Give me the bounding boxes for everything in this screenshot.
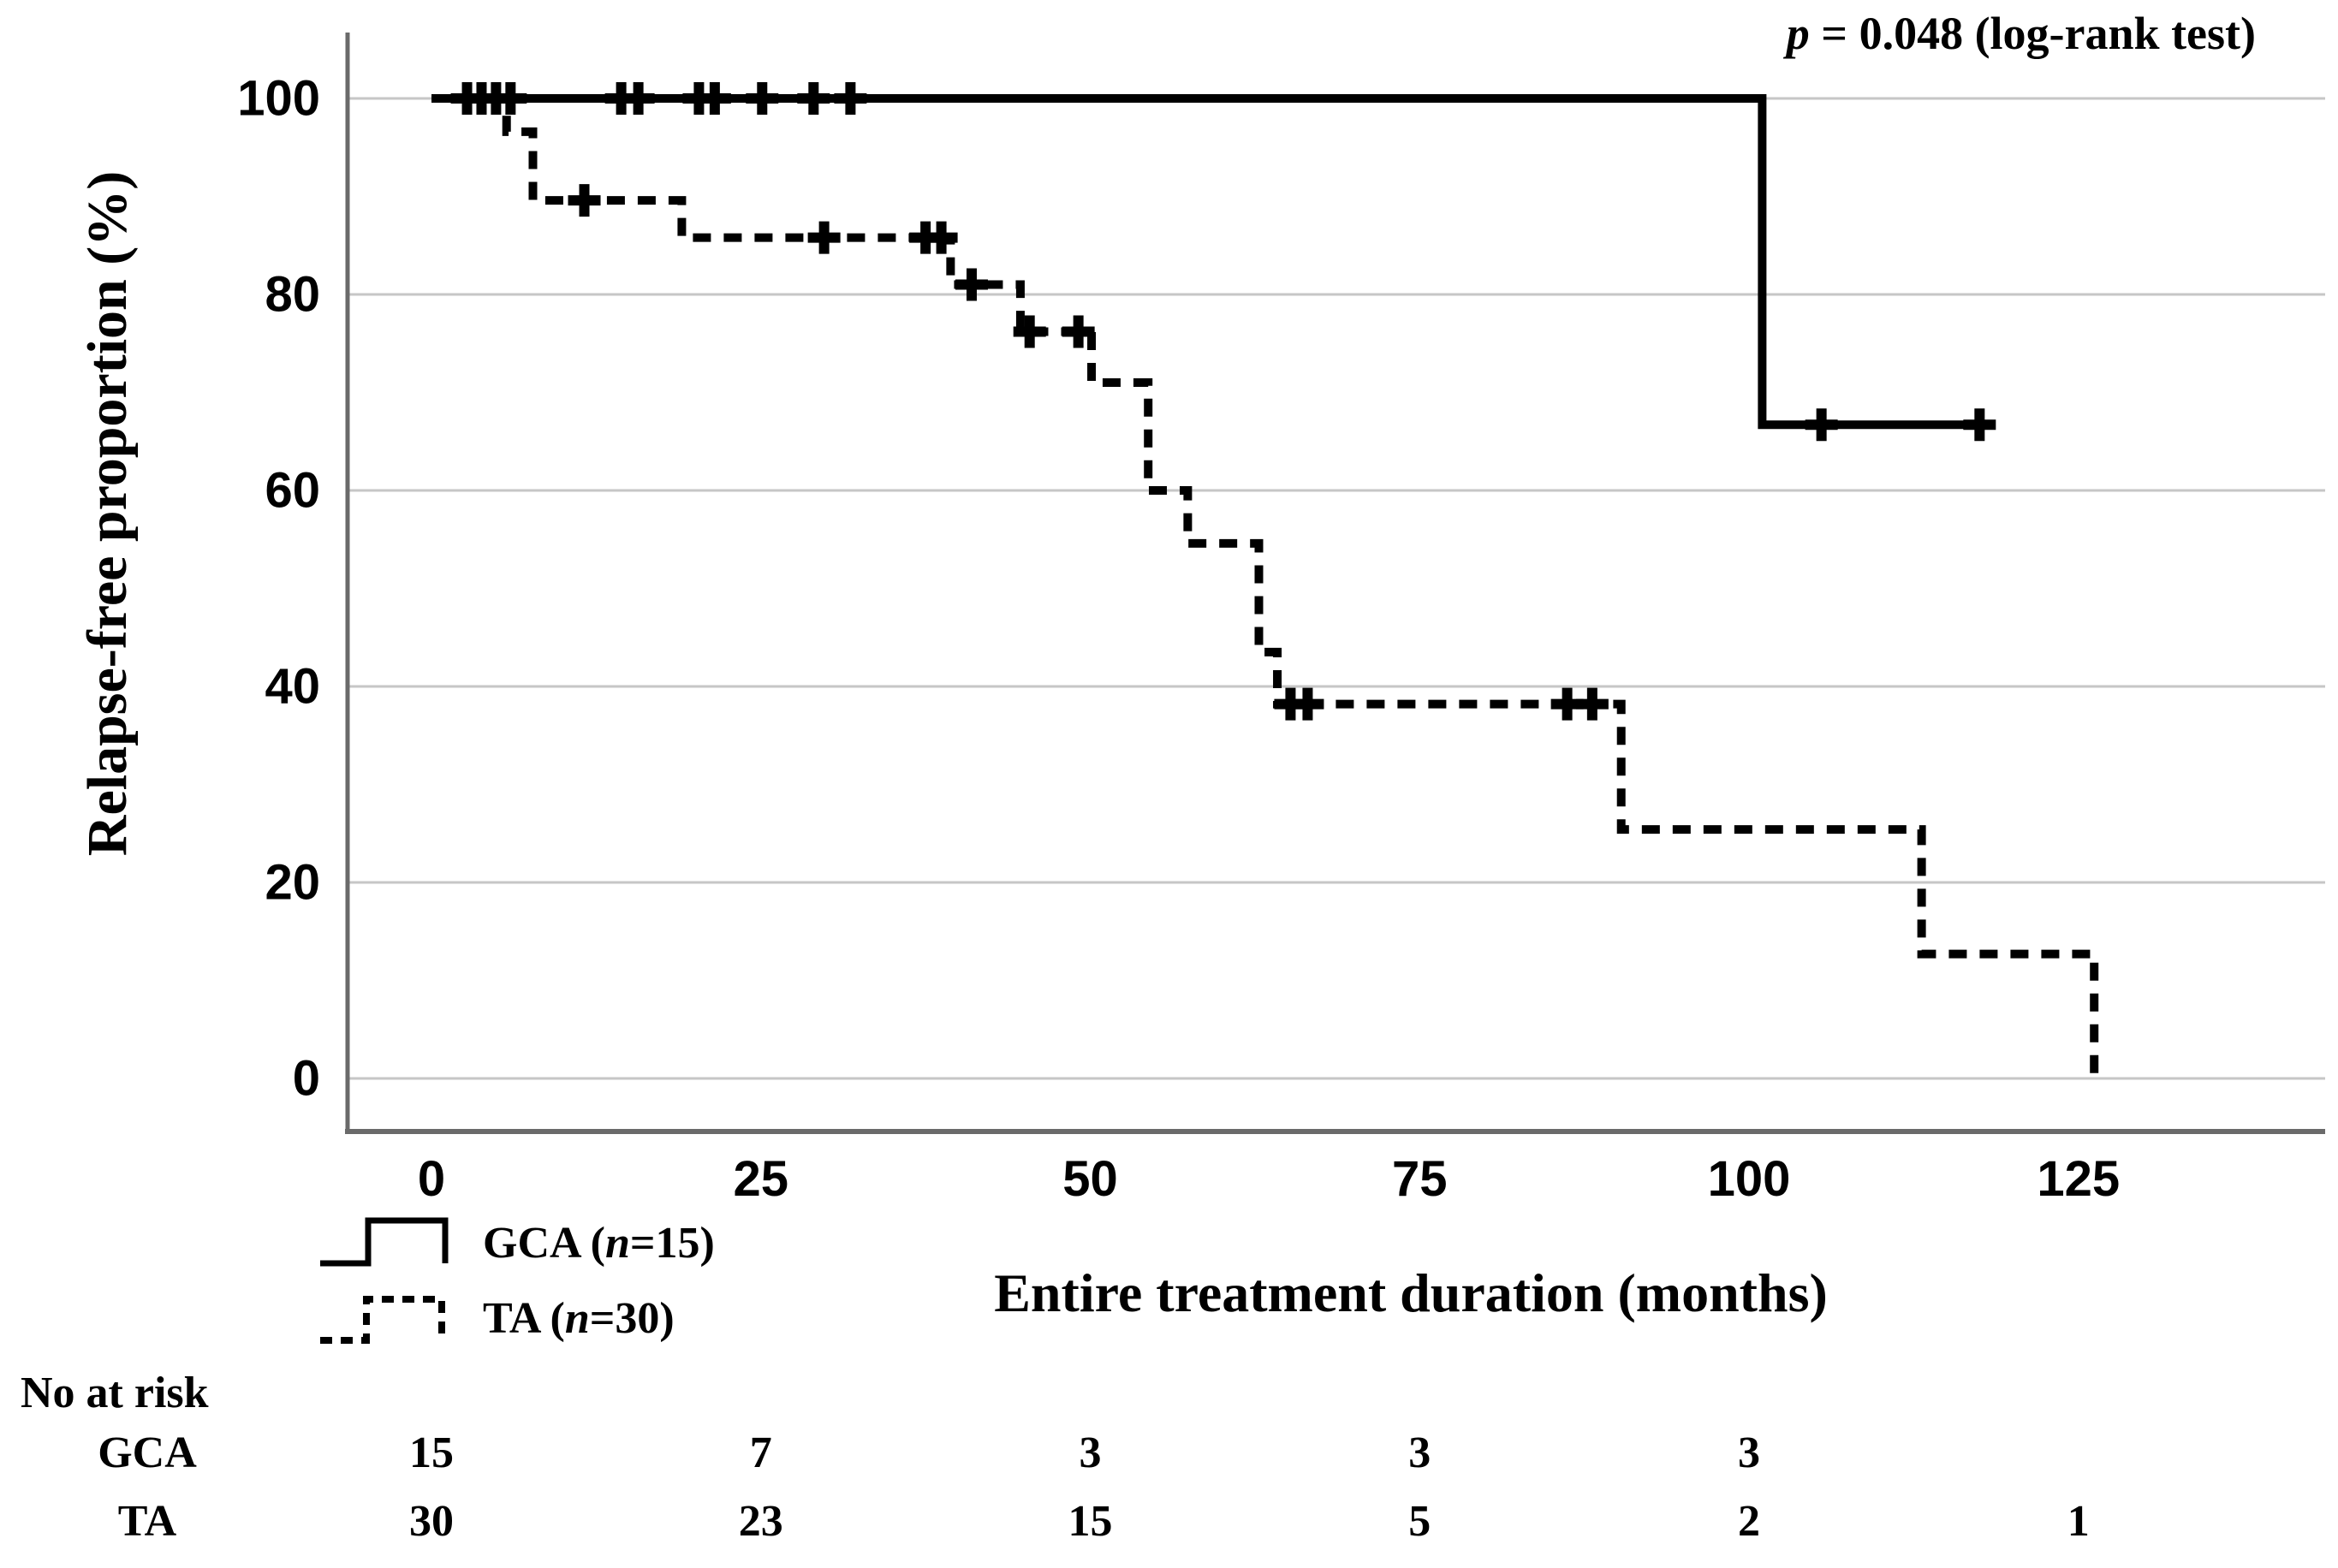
censor-mark-gca	[622, 82, 655, 115]
censor-mark-ta	[568, 184, 601, 217]
p-value-text: = 0.048 (log-rank test)	[1809, 8, 2256, 59]
curve-ta	[431, 94, 2099, 1078]
censor-mark-ta	[955, 268, 988, 301]
p-value-annotation: p = 0.048 (log-rank test)	[1787, 7, 2256, 60]
legend: GCA (n=15) TA (n=30)	[315, 1205, 715, 1356]
axes	[345, 33, 2325, 1134]
censor-mark-ta	[1062, 315, 1095, 348]
censor-mark-ta	[1291, 687, 1324, 721]
y-axis-title: Relapse-free proportion (%)	[76, 170, 139, 857]
censor-mark-ta	[1575, 687, 1609, 721]
x-axis-title: Entire treatment duration (months)	[994, 1262, 1828, 1323]
censor-marks	[450, 82, 1996, 721]
curve-gca	[431, 94, 1980, 430]
censor-mark-ta	[807, 221, 841, 254]
survival-curves	[431, 94, 2099, 1078]
legend-label-ta: TA (n=30)	[483, 1293, 675, 1343]
risk-row-label-gca: GCA	[98, 1428, 197, 1477]
p-symbol: p	[1786, 8, 1810, 59]
legend-item-ta: TA (n=30)	[315, 1280, 715, 1356]
censor-mark-ta	[925, 221, 958, 254]
censor-mark-gca	[1805, 408, 1838, 442]
censor-mark-gca	[797, 82, 830, 115]
risk-table-title: No at risk	[21, 1369, 209, 1417]
censor-mark-gca	[834, 82, 867, 115]
gridlines	[348, 97, 2325, 1080]
censor-mark-gca	[698, 82, 731, 115]
gca-solid-step-line-symbol	[320, 1217, 449, 1267]
censor-mark-gca	[746, 82, 779, 115]
legend-item-gca: GCA (n=15)	[315, 1205, 715, 1280]
censor-mark-gca	[494, 82, 527, 115]
legend-label-gca: GCA (n=15)	[483, 1218, 715, 1268]
ta-dashed-step-line-symbol	[320, 1296, 445, 1344]
censor-mark-gca	[1963, 408, 1996, 442]
risk-row-label-ta: TA	[117, 1497, 177, 1546]
censor-mark-ta	[1013, 315, 1046, 348]
